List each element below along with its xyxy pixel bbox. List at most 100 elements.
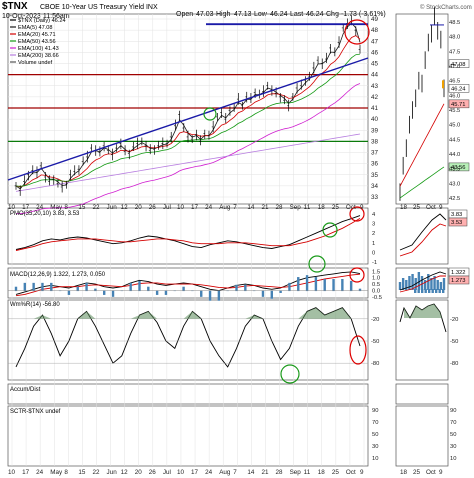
- side-value-badge-text: 45.71: [451, 102, 466, 108]
- pmo-badge-text: 3.53: [451, 220, 462, 226]
- chg-value: -1.73 (-3.61%): [341, 11, 386, 18]
- x-tick-label: 22: [92, 204, 100, 211]
- annotation-circle-top: [344, 19, 370, 45]
- symbol: $TNX: [2, 1, 28, 12]
- side-sctr-axis-label: 50: [450, 432, 456, 438]
- trendline-support: [7, 57, 369, 181]
- x-tick-label-bottom: Aug: [219, 469, 231, 476]
- pmo-axis-label: 2: [372, 231, 375, 237]
- ema-20-line: [15, 35, 361, 188]
- willr-axis-label: -20: [371, 317, 379, 323]
- annotation-circle-green-main: [203, 107, 217, 121]
- y-tick-label: 33: [371, 194, 379, 201]
- willr-green-circle: [280, 364, 300, 384]
- x-tick-label-bottom: 12: [121, 469, 129, 476]
- pmo-green-circle: [322, 222, 338, 238]
- macd-axis-label: 0.5: [372, 282, 380, 288]
- x-tick-label: 9: [360, 204, 364, 211]
- x-tick-label: 20: [135, 204, 143, 211]
- side-volume-bar: [423, 280, 427, 290]
- side-macd-hist: [414, 289, 417, 293]
- macd-histogram-bar: [208, 290, 212, 301]
- side-volume-bar: [401, 278, 405, 290]
- side-macd-signal: [399, 275, 446, 293]
- willr-overbought-fill: [16, 307, 360, 319]
- macd-badge-text: 1.322: [451, 270, 466, 276]
- side-macd-hist: [421, 289, 424, 293]
- x-tick-label: 21: [261, 204, 269, 211]
- macd-red-circle: [349, 267, 365, 283]
- x-tick-label-bottom: Jun: [107, 469, 118, 476]
- macd-histogram-bar: [279, 290, 282, 293]
- macd-histogram-bar: [297, 277, 300, 292]
- legend-entry: EMA(200) 38.66: [18, 53, 59, 59]
- pmo-line: [15, 215, 361, 250]
- x-tick-label: 28: [276, 204, 284, 211]
- x-tick-label-bottom: 17: [191, 469, 199, 476]
- x-tick-label: 11: [304, 204, 311, 211]
- x-tick-label-bottom: 26: [149, 469, 157, 476]
- macd-signal-line: [15, 273, 361, 297]
- x-tick-label: Oct: [346, 204, 356, 211]
- date-stamp: 10-Oct-2023 11:56am: [2, 13, 70, 20]
- side-x-tick-label: 25: [413, 204, 421, 211]
- open-label: Open: [176, 11, 193, 18]
- panel-frames: [7, 13, 449, 467]
- y-tick-label: 36: [371, 161, 379, 168]
- side-y-tick-label: 46.0: [449, 93, 460, 99]
- macd-histogram-bar: [164, 290, 168, 295]
- side-y-tick-label: 43.0: [449, 181, 460, 187]
- x-tick-label-bottom: 14: [247, 469, 255, 476]
- side-ema20-line: [399, 103, 445, 187]
- side-y-tick-label: 47.5: [449, 49, 460, 55]
- macd-histogram-bar: [305, 275, 309, 292]
- side-volume-bar: [408, 276, 411, 290]
- side-volume-bar: [433, 276, 436, 290]
- open-value: 47.03: [196, 11, 214, 18]
- x-tick-label-bottom: 8: [64, 469, 68, 476]
- side-volume-bar: [420, 276, 424, 290]
- sctr-axis-label: 70: [372, 420, 378, 426]
- side-volume-bar: [436, 280, 439, 290]
- macd-histogram-bar: [23, 282, 27, 292]
- axes: 101017172424MayMay8815152222JunJun121220…: [8, 16, 460, 476]
- y-tick-label: 39: [371, 127, 379, 134]
- horizontal-levels: [8, 23, 368, 142]
- x-tick-label-bottom: 15: [78, 469, 86, 476]
- side-x-tick-label-bottom: Oct: [426, 469, 436, 476]
- willr-panel: [8, 303, 447, 368]
- x-tick-label-bottom: Oct: [346, 469, 356, 476]
- x-tick-label: Sep: [290, 204, 302, 211]
- side-value-badge-text: 47.08: [451, 62, 466, 68]
- side-y-tick-label: 44.0: [449, 152, 460, 158]
- side-willr-axis-label: -50: [450, 339, 458, 345]
- x-tick-label: 18: [318, 204, 326, 211]
- macd-histogram-bar: [50, 282, 53, 292]
- x-tick-label: 10: [8, 204, 16, 211]
- side-x-tick-label: Oct: [426, 204, 436, 211]
- x-tick-label: May: [50, 204, 63, 211]
- macd-histogram-bar: [261, 290, 265, 297]
- macd-badge-text: 1.273: [451, 278, 466, 284]
- x-tick-label-bottom: 10: [8, 469, 16, 476]
- side-volume-bar: [405, 280, 408, 290]
- legend-entry: EMA(100) 41.43: [18, 46, 59, 52]
- x-tick-label-bottom: 11: [304, 469, 311, 476]
- sctr-axis-label: 30: [372, 444, 378, 450]
- side-willr-fill: [404, 304, 442, 318]
- side-value-badge: [448, 84, 470, 93]
- side-y-tick-label: 47.0: [449, 64, 460, 70]
- x-tick-label: 17: [22, 204, 30, 211]
- macd-panel: 1.322 1.273: [8, 267, 470, 301]
- y-tick-label: 37: [371, 150, 379, 157]
- macd-histogram-bar: [32, 282, 35, 292]
- x-tick-label-bottom: 24: [205, 469, 213, 476]
- side-macd-hist: [424, 289, 427, 293]
- x-tick-label: 7: [233, 204, 237, 211]
- macd-histogram-bar: [270, 290, 273, 299]
- side-sctr-axis-label: 70: [450, 420, 456, 426]
- macd-histogram-bar: [85, 282, 88, 292]
- macd-histogram-bar: [349, 280, 353, 292]
- macd-histogram-bar: [67, 290, 71, 295]
- legend-entry: EMA(50) 43.56: [18, 39, 56, 45]
